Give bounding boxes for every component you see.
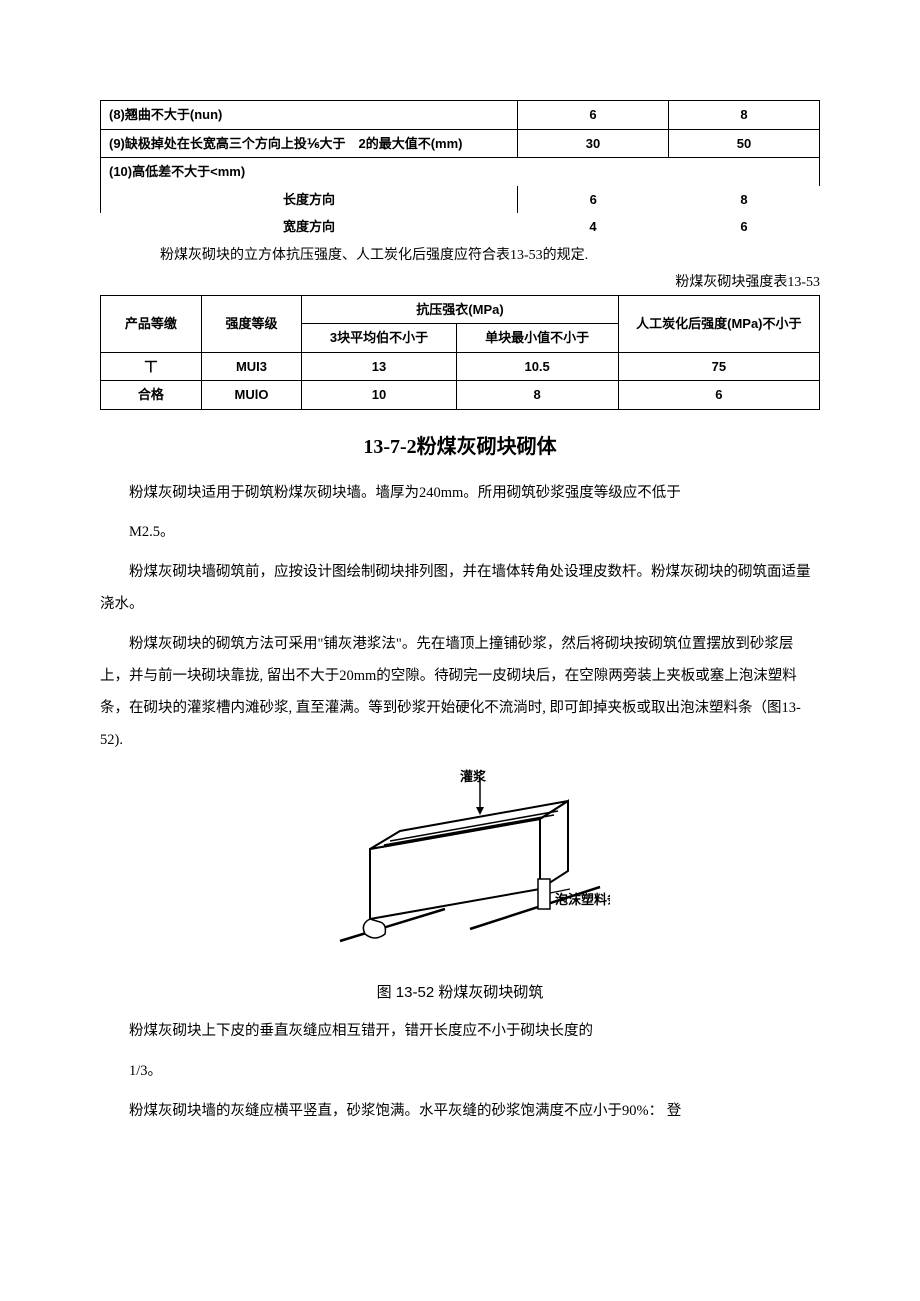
cell: 丅 (101, 352, 202, 381)
table-row: 宽度方向 4 6 (101, 213, 820, 241)
cell: 10.5 (456, 352, 618, 381)
th-compressive: 抗压强衣(MPa) (302, 295, 618, 324)
th-carbon: 人工炭化后强度(MPa)不小于 (618, 295, 819, 352)
fig-label-top: 灌浆 (460, 769, 487, 784)
cell: 合格 (101, 381, 202, 410)
block-masonry-diagram: 灌浆 泡沫塑料条 (310, 769, 610, 969)
th-strength-grade: 强度等级 (201, 295, 302, 352)
table-head-row: 产品等缴 强度等级 抗压强衣(MPa) 人工炭化后强度(MPa)不小于 (101, 295, 820, 324)
row10b-v1: 4 (518, 213, 669, 241)
paragraph-1b: M2.5。 (100, 517, 820, 549)
row-label: (9)缺极掉处在长宽高三个方向上投⅙大于 2的最大值不(mm) (101, 129, 518, 158)
table-row: 合格 MUlO 10 8 6 (101, 381, 820, 410)
table1-note: 粉煤灰砌块的立方体抗压强度、人工炭化后强度应符合表13-53的规定. (100, 245, 820, 266)
row-val2: 50 (669, 129, 820, 158)
paragraph-2: 粉煤灰砌块墙砌筑前，应按设计图绘制砌块排列图，并在墙体转角处设理皮数杆。粉煤灰砌… (100, 557, 820, 621)
table-row: (9)缺极掉处在长宽高三个方向上投⅙大于 2的最大值不(mm) 30 50 (101, 129, 820, 158)
paragraph-3: 粉煤灰砌块的砌筑方法可采用"铺灰港浆法"。先在墙顶上撞铺砂浆，然后将砌块按砌筑位… (100, 629, 820, 757)
cell: 10 (302, 381, 456, 410)
cell: 6 (618, 381, 819, 410)
paragraph-4a: 粉煤灰砌块上下皮的垂直灰缝应相互错开，错开长度应不小于砌块长度的 (100, 1016, 820, 1048)
fig-label-side: 泡沫塑料条 (555, 892, 610, 907)
table2-caption: 粉煤灰砌块强度表13-53 (100, 272, 820, 293)
th-single-min: 单块最小值不小于 (456, 324, 618, 353)
row-val1: 6 (518, 101, 669, 130)
paragraph-1a: 粉煤灰砌块适用于砌筑粉煤灰砌块墙。墙厚为240mm。所用砌筑砂浆强度等级应不低于 (100, 478, 820, 510)
row10b-label: 宽度方向 (101, 213, 518, 241)
cell: 75 (618, 352, 819, 381)
th-avg3: 3块平均伯不小于 (302, 324, 456, 353)
table-row: (10)高低差不大于<mm) (101, 158, 820, 186)
cell: MUlO (201, 381, 302, 410)
row10a-v1: 6 (518, 186, 669, 214)
row10a-v2: 8 (669, 186, 820, 214)
cell: 8 (456, 381, 618, 410)
table-row: 丅 MUI3 13 10.5 75 (101, 352, 820, 381)
dimension-limits-table: (8)翘曲不大于(nun) 6 8 (9)缺极掉处在长宽高三个方向上投⅙大于 2… (100, 100, 820, 241)
th-product-grade: 产品等缴 (101, 295, 202, 352)
table-row: 长度方向 6 8 (101, 186, 820, 214)
section-title: 13-7-2粉煤灰砌块砌体 (100, 432, 820, 462)
paragraph-5: 粉煤灰砌块墙的灰缝应横平竖直，砂浆饱满。水平灰缝的砂浆饱满度不应小于90%： 登 (100, 1096, 820, 1128)
strength-table: 产品等缴 强度等级 抗压强衣(MPa) 人工炭化后强度(MPa)不小于 3块平均… (100, 295, 820, 410)
row-val1: 30 (518, 129, 669, 158)
cell: 13 (302, 352, 456, 381)
figure-13-52: 灌浆 泡沫塑料条 (100, 769, 820, 976)
row10a-label: 长度方向 (101, 186, 518, 214)
row10b-v2: 6 (669, 213, 820, 241)
paragraph-4b: 1/3。 (100, 1056, 820, 1088)
figure-caption: 图 13-52 粉煤灰砌块砌筑 (100, 982, 820, 1005)
table-row: (8)翘曲不大于(nun) 6 8 (101, 101, 820, 130)
row-val2: 8 (669, 101, 820, 130)
row10-header: (10)高低差不大于<mm) (101, 158, 820, 186)
row-label: (8)翘曲不大于(nun) (101, 101, 518, 130)
cell: MUI3 (201, 352, 302, 381)
